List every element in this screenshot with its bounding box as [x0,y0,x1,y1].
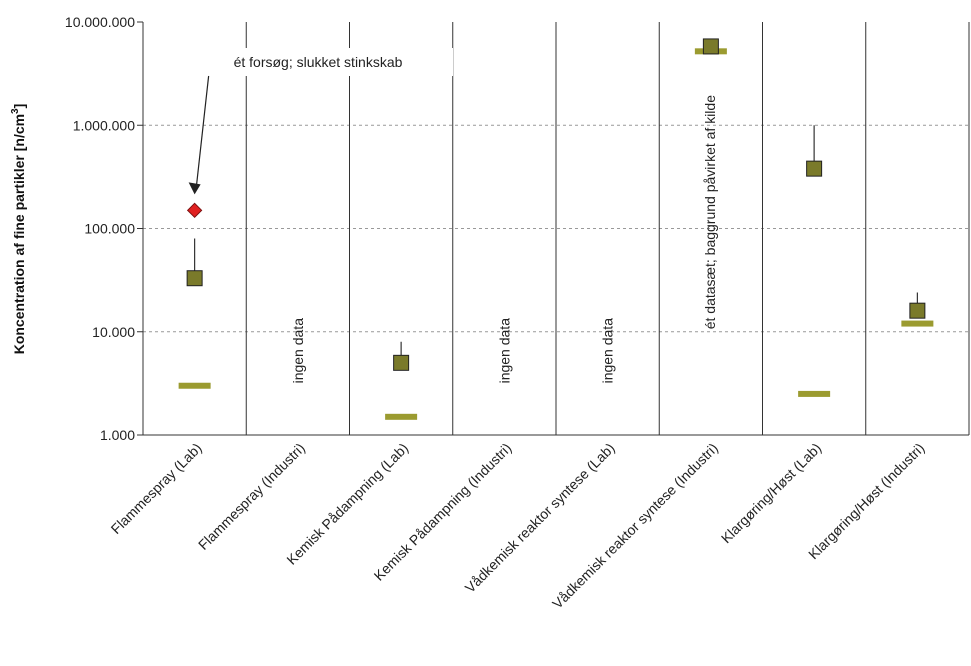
square-marker [393,354,410,371]
y-axis-label: Koncentration af fine partikler [n/cm3] [10,104,27,355]
square-marker [702,38,719,55]
y-tick-label: 1.000.000 [73,117,135,133]
square-marker [186,270,203,287]
data-marks [178,38,934,420]
diamond-marker [186,202,203,219]
y-tick-label: 10.000.000 [65,14,135,30]
y-axis-ticks: 1.000 10.000 100.000 1.000.000 10.000.000 [65,14,143,443]
y-tick-label: 1.000 [100,427,135,443]
annotation-arrow-head [188,182,201,195]
plot-frame [142,22,970,436]
dash-marker [798,390,831,397]
annotation-box [183,48,453,76]
annotation-text: ét datasæt; baggrund påvirket af kilde [702,95,718,329]
x-category-label: Flammespray (Lab) [108,440,205,537]
y-tick-label: 100.000 [84,221,135,237]
dash-marker [385,413,418,420]
y-tick-label: 10.000 [92,324,135,340]
dash-marker [901,320,934,327]
square-marker [909,302,926,319]
x-category-label: Klargøring/Høst (Industri) [805,440,927,562]
annotations: ét forsøg; slukket stinkskab ingen data in… [183,48,718,383]
x-category-label: Vådkemisk reaktor syntese (Industri) [549,440,721,612]
annotation-text: ingen data [496,318,512,384]
x-category-label: Flammespray (Industri) [195,440,308,553]
annotation-text: ingen data [290,318,306,384]
x-axis-categories: Flammespray (Lab)Flammespray (Industri)K… [108,440,928,612]
annotation-text: ingen data [600,318,616,384]
x-category-label: Kemisk Pådampning (Lab) [283,440,411,568]
annotation-text: ét forsøg; slukket stinkskab [234,54,403,70]
annotation-arrow-line [196,75,210,185]
dash-marker [178,382,211,389]
x-category-label: Klargøring/Høst (Lab) [718,440,824,546]
square-marker [806,160,823,177]
